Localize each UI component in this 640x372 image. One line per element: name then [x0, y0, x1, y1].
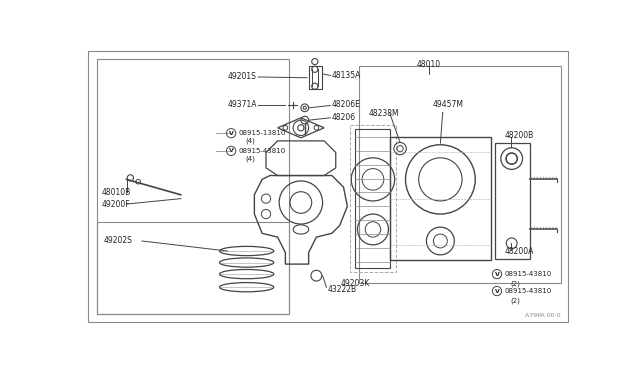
- Text: 08915-43810: 08915-43810: [505, 271, 552, 277]
- Bar: [97, 222, 289, 314]
- Text: 43222B: 43222B: [328, 285, 357, 294]
- Text: 08915-43810: 08915-43810: [505, 288, 552, 294]
- Bar: [495, 143, 529, 259]
- Text: (4): (4): [245, 155, 255, 162]
- Text: 48206: 48206: [332, 113, 356, 122]
- Text: (4): (4): [245, 138, 255, 144]
- Text: (2): (2): [510, 297, 520, 304]
- Text: 49202S: 49202S: [103, 237, 132, 246]
- Bar: [359, 66, 561, 283]
- Text: 08915-13810: 08915-13810: [239, 130, 286, 136]
- Text: 48010: 48010: [417, 60, 441, 69]
- Text: 49201S: 49201S: [228, 73, 257, 81]
- Text: 49203K: 49203K: [340, 279, 370, 289]
- Text: 49200F: 49200F: [102, 199, 131, 209]
- Text: 48135A: 48135A: [332, 71, 361, 80]
- Text: V: V: [495, 272, 499, 277]
- Text: 48200A: 48200A: [505, 247, 534, 256]
- Text: V: V: [228, 148, 234, 153]
- Bar: [308, 66, 322, 89]
- Bar: [97, 58, 289, 314]
- Text: 49371A: 49371A: [227, 100, 257, 109]
- Bar: [390, 137, 491, 260]
- Text: 08915-43810: 08915-43810: [239, 148, 286, 154]
- Text: 48200B: 48200B: [505, 131, 534, 140]
- Text: V: V: [495, 289, 499, 294]
- Text: (2): (2): [510, 280, 520, 286]
- Text: 49457M: 49457M: [433, 100, 463, 109]
- Text: V: V: [228, 131, 234, 136]
- Bar: [349, 125, 396, 272]
- Text: 48238M: 48238M: [369, 109, 400, 118]
- Text: A79PA 00-0: A79PA 00-0: [525, 313, 561, 318]
- Text: 48206E: 48206E: [332, 100, 361, 109]
- Bar: [355, 129, 390, 268]
- Text: 48010B: 48010B: [102, 188, 131, 197]
